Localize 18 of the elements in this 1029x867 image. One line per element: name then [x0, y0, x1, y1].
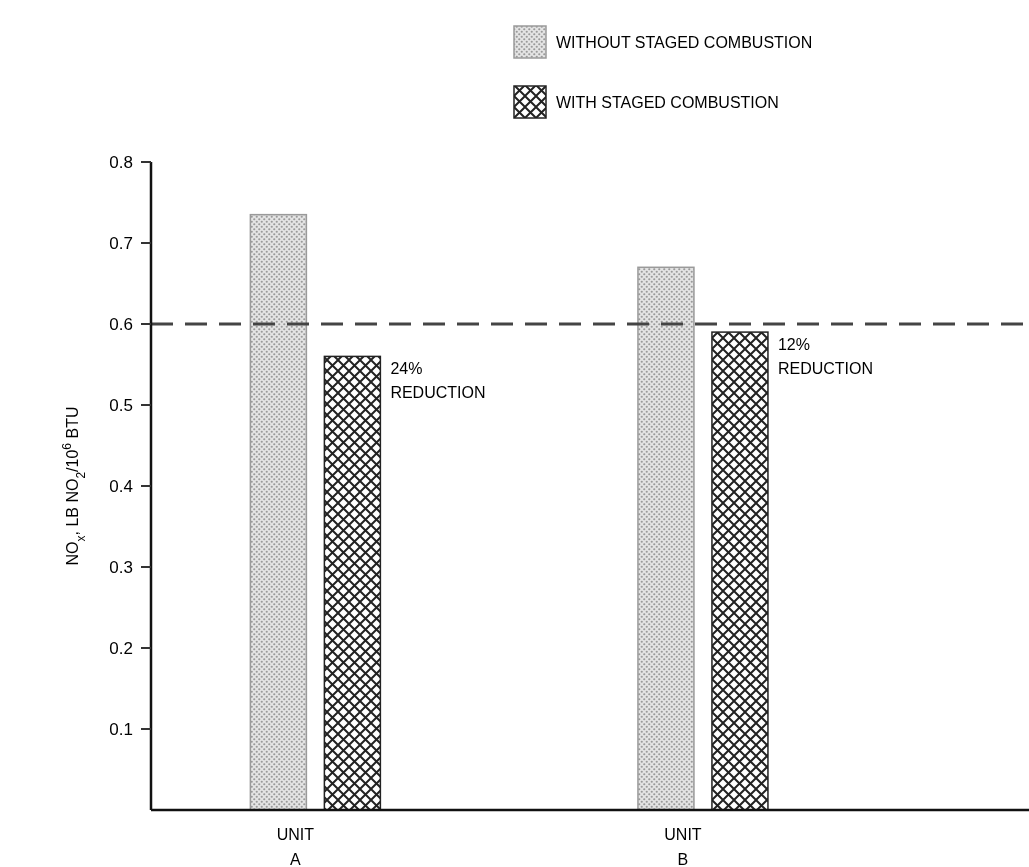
y-tick-label: 0.7 — [109, 233, 133, 253]
bar — [249, 213, 308, 811]
y-tick-label: 0.1 — [109, 719, 133, 739]
bar — [637, 266, 695, 811]
legend-label: WITHOUT STAGED COMBUSTION — [556, 33, 813, 51]
annotation: 24% REDUCTION — [390, 360, 486, 402]
bar — [711, 331, 769, 811]
y-tick-label: 0.6 — [109, 314, 133, 334]
y-tick-label: 0.2 — [109, 638, 133, 658]
y-tick-label: 0.5 — [109, 395, 133, 415]
annotation: 12% REDUCTION — [777, 336, 874, 378]
y-tick-label: 0.8 — [109, 152, 133, 172]
x-tick-label: UNIT B — [664, 826, 702, 867]
bar — [323, 355, 382, 811]
y-tick-label: 0.4 — [109, 476, 133, 496]
y-tick-label: 0.3 — [109, 557, 133, 577]
x-tick-label: UNIT A — [276, 826, 315, 867]
legend-label: WITH STAGED COMBUSTION — [556, 93, 779, 111]
